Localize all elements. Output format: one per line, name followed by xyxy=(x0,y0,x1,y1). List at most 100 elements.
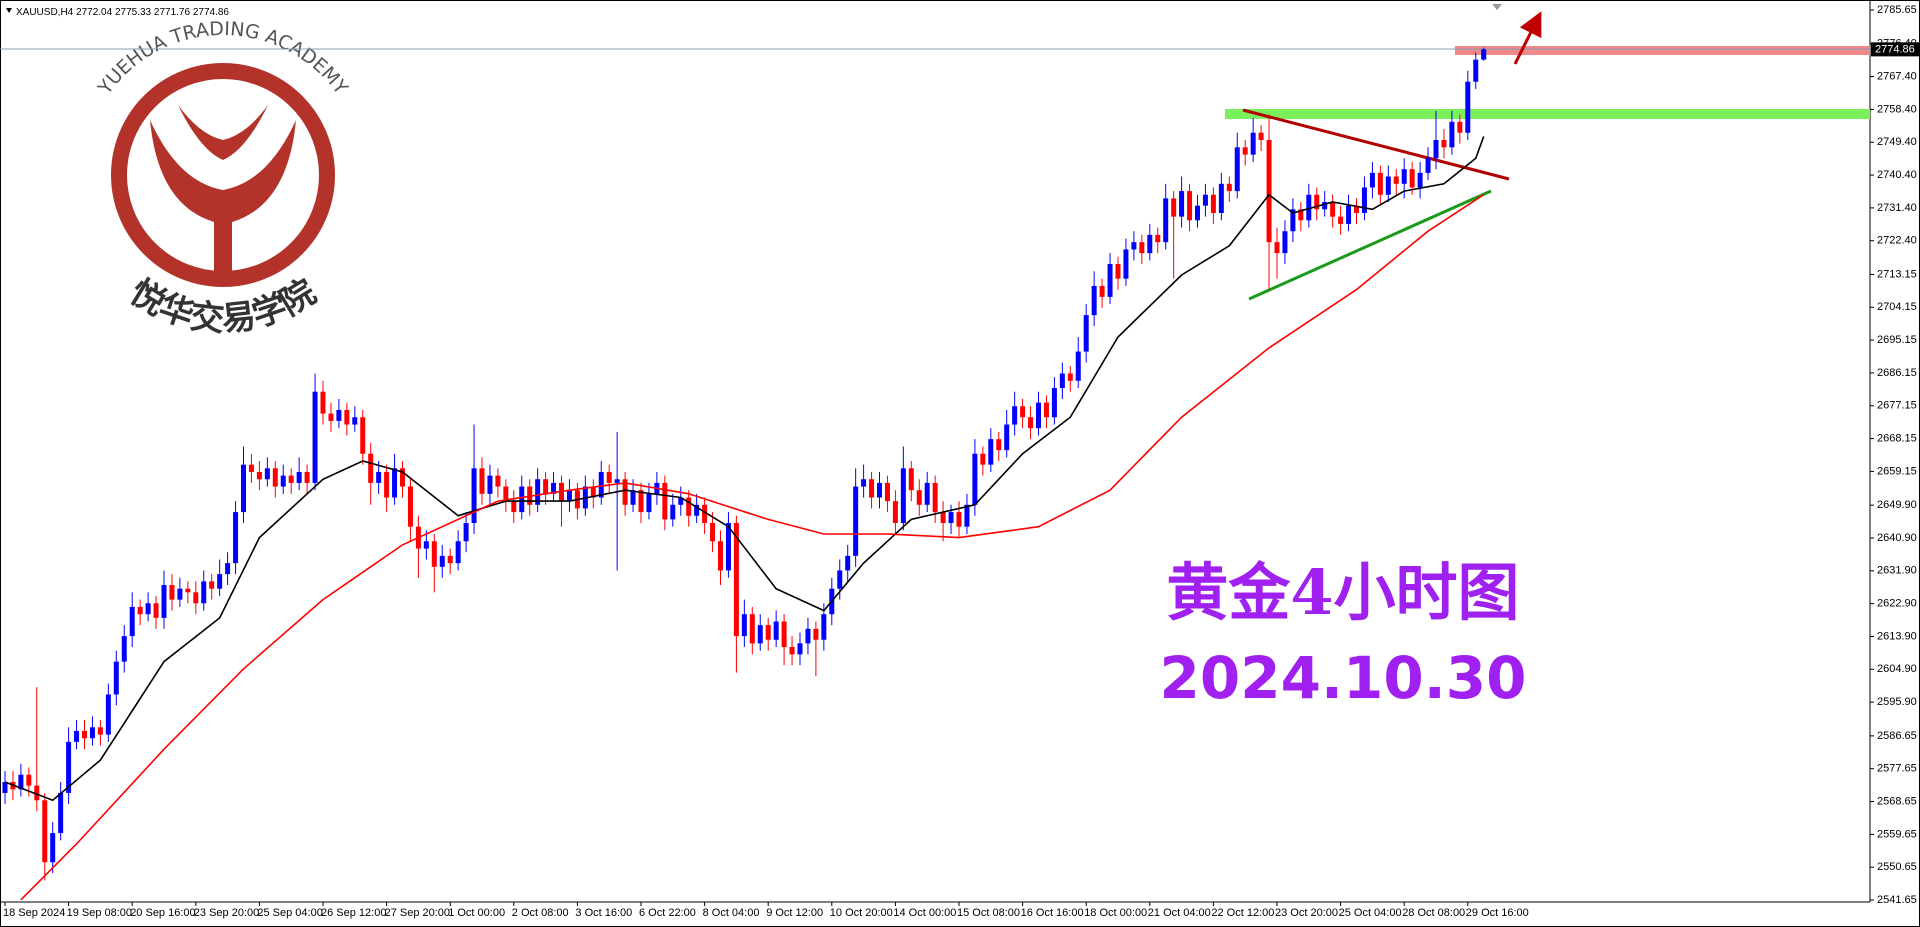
header-high: 2775.33 xyxy=(115,7,152,18)
x-tick-label: 1 Oct 00:00 xyxy=(448,907,505,919)
resistance-zone xyxy=(1455,46,1870,55)
y-tick-label: 2622.90 xyxy=(1877,598,1917,610)
header: XAUUSD,H4 2772.04 2775.33 2771.76 2774.8… xyxy=(16,7,229,18)
x-tick-label: 2 Oct 08:00 xyxy=(512,907,569,919)
candle-body xyxy=(1457,121,1463,133)
candle-body xyxy=(407,486,413,527)
candle-body xyxy=(201,581,207,604)
symbol: XAUUSD,H4 xyxy=(16,7,74,18)
candle-body xyxy=(74,730,80,742)
candle-body xyxy=(1409,169,1415,188)
candle-body xyxy=(431,541,437,567)
candle-body xyxy=(1481,49,1487,60)
candle-body xyxy=(590,486,596,498)
candle-body xyxy=(344,409,350,425)
x-tick-label: 18 Oct 00:00 xyxy=(1084,907,1147,919)
candle-body xyxy=(97,727,103,735)
candle-body xyxy=(1290,209,1296,232)
candle-body xyxy=(82,730,87,739)
candle-body xyxy=(1425,158,1431,173)
candle-body xyxy=(781,621,787,648)
candle-body xyxy=(940,512,946,524)
x-tick-label: 27 Sep 20:00 xyxy=(385,907,450,919)
candle-body xyxy=(169,585,175,600)
breakout-arrow xyxy=(1513,11,1542,65)
candle-body xyxy=(535,479,541,505)
candle-body xyxy=(606,471,612,483)
candle-body xyxy=(193,592,199,604)
candle-body xyxy=(1322,202,1328,210)
x-tick-label: 23 Sep 20:00 xyxy=(194,907,259,919)
candle-body xyxy=(58,792,64,834)
candle-body xyxy=(1028,417,1034,429)
candle-body xyxy=(89,727,95,739)
candle-body xyxy=(1306,194,1312,221)
candle-body xyxy=(1234,147,1240,192)
header-close: 2774.86 xyxy=(193,7,230,18)
candle-body xyxy=(463,523,469,542)
candle-body xyxy=(598,471,604,498)
y-tick-label: 2785.65 xyxy=(1877,4,1917,16)
candle-body xyxy=(845,555,851,571)
candle-body xyxy=(400,468,405,487)
candle-body xyxy=(853,486,859,556)
candle-body xyxy=(1163,198,1169,243)
candle-body xyxy=(837,570,843,589)
candle-body xyxy=(662,482,668,520)
candle-body xyxy=(1385,176,1391,195)
candle-body xyxy=(1361,187,1367,213)
y-tick-label: 2704.15 xyxy=(1877,301,1917,313)
candle-body xyxy=(1020,406,1026,418)
header-icon xyxy=(6,8,12,13)
candle-body xyxy=(248,464,254,472)
candle-body xyxy=(471,468,477,524)
y-tick-label: 2713.15 xyxy=(1877,268,1917,280)
candle-body xyxy=(1393,176,1399,184)
candle-body xyxy=(821,614,827,640)
candle-body xyxy=(964,504,970,527)
candle-body xyxy=(1187,191,1193,221)
candle-body xyxy=(1266,140,1272,243)
x-tick-label: 16 Oct 16:00 xyxy=(1021,907,1084,919)
candle-body xyxy=(241,464,246,513)
y-tick-label: 2541.65 xyxy=(1877,894,1917,906)
y-tick-label: 2722.40 xyxy=(1877,235,1917,247)
candle-body xyxy=(1139,242,1145,254)
candle-body xyxy=(384,471,390,498)
y-tick-label: 2740.40 xyxy=(1877,169,1917,181)
y-tick-label: 2559.65 xyxy=(1877,828,1917,840)
candle-body xyxy=(177,588,183,600)
candle-body xyxy=(288,475,294,483)
candle-body xyxy=(280,475,286,487)
candle-body xyxy=(376,471,382,483)
candle-body xyxy=(1107,264,1113,297)
x-tick-label: 15 Oct 08:00 xyxy=(957,907,1020,919)
candle-body xyxy=(988,439,994,465)
candle-body xyxy=(916,490,922,505)
x-tick-label: 26 Sep 12:00 xyxy=(321,907,386,919)
candle-body xyxy=(304,471,310,483)
candle-body xyxy=(622,479,628,505)
candle-body xyxy=(749,614,755,644)
candle-body xyxy=(1346,205,1352,224)
candle-body xyxy=(320,391,326,414)
candle-body xyxy=(447,555,453,564)
candle-body xyxy=(66,741,72,793)
candle-body xyxy=(34,785,40,801)
candle-body xyxy=(479,468,485,494)
candle-body xyxy=(312,391,318,483)
candle-body xyxy=(225,563,231,575)
candle-body xyxy=(869,479,875,498)
candle-body xyxy=(1433,140,1439,159)
x-tick-label: 19 Sep 08:00 xyxy=(67,907,132,919)
candle-body xyxy=(392,468,398,498)
candle-body xyxy=(1330,202,1336,217)
y-tick-label: 2550.65 xyxy=(1877,861,1917,873)
y-tick-label: 2668.15 xyxy=(1877,432,1917,444)
candle-body xyxy=(932,482,938,513)
candle-body xyxy=(1449,121,1455,148)
candle-body xyxy=(511,501,517,513)
candle-body xyxy=(702,504,708,524)
candle-body xyxy=(272,468,278,487)
